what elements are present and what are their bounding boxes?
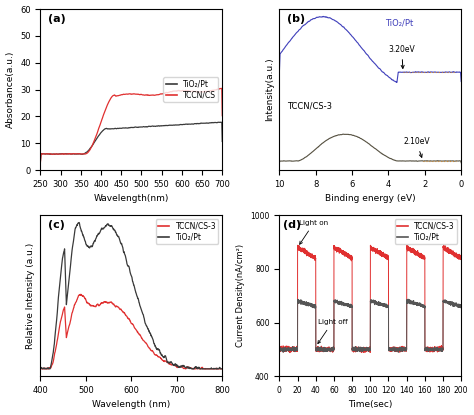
Legend: TCCN/CS-3, TiO₂/Pt: TCCN/CS-3, TiO₂/Pt: [155, 219, 219, 244]
Text: (c): (c): [48, 220, 64, 230]
Y-axis label: Absorbance(a.u.): Absorbance(a.u.): [6, 51, 15, 128]
X-axis label: Binding energy (eV): Binding energy (eV): [325, 194, 416, 203]
Y-axis label: Current Density(nA/cm²): Current Density(nA/cm²): [236, 244, 245, 347]
Text: (d): (d): [283, 220, 301, 230]
X-axis label: Time(sec): Time(sec): [348, 400, 392, 410]
X-axis label: Wavelength (nm): Wavelength (nm): [92, 400, 171, 410]
Legend: TCCN/CS-3, TiO₂/Pt: TCCN/CS-3, TiO₂/Pt: [394, 219, 457, 244]
Text: (a): (a): [48, 14, 65, 24]
Text: Light on: Light on: [300, 220, 328, 244]
Text: TiO₂/Pt: TiO₂/Pt: [385, 18, 413, 27]
X-axis label: Wavelength(nm): Wavelength(nm): [94, 194, 169, 203]
Text: 2.10eV: 2.10eV: [403, 137, 429, 157]
Y-axis label: Intensity(a.u.): Intensity(a.u.): [265, 58, 274, 121]
Text: 3.20eV: 3.20eV: [389, 45, 415, 68]
Y-axis label: Relative Intensity (a.u.): Relative Intensity (a.u.): [26, 242, 35, 349]
Text: (b): (b): [287, 14, 305, 24]
Text: Light off: Light off: [318, 319, 347, 344]
Text: TCCN/CS-3: TCCN/CS-3: [287, 102, 332, 111]
Legend: TiO₂/Pt, TCCN/CS: TiO₂/Pt, TCCN/CS: [163, 77, 219, 102]
